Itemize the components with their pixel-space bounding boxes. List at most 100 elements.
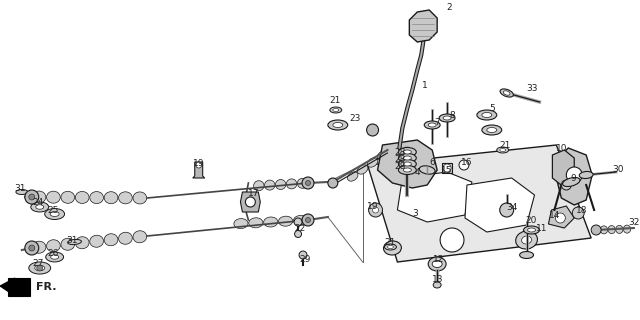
Text: 12: 12 <box>433 255 444 265</box>
Ellipse shape <box>249 218 263 228</box>
Text: 9: 9 <box>570 173 576 182</box>
Polygon shape <box>193 162 205 178</box>
Ellipse shape <box>563 178 580 187</box>
Text: 8: 8 <box>449 110 455 119</box>
Circle shape <box>459 160 469 170</box>
Circle shape <box>561 180 572 190</box>
Ellipse shape <box>500 89 513 97</box>
Text: 27: 27 <box>32 260 44 268</box>
Circle shape <box>372 207 378 213</box>
Ellipse shape <box>76 237 89 249</box>
Ellipse shape <box>35 265 45 271</box>
Ellipse shape <box>32 191 46 203</box>
Circle shape <box>245 197 255 207</box>
Polygon shape <box>367 145 591 262</box>
Ellipse shape <box>118 192 132 204</box>
Ellipse shape <box>419 166 435 174</box>
Circle shape <box>294 230 301 237</box>
Text: FR.: FR. <box>36 282 57 292</box>
Circle shape <box>566 167 582 183</box>
Ellipse shape <box>399 159 416 169</box>
Text: 1: 1 <box>422 81 428 90</box>
Polygon shape <box>548 206 574 228</box>
Ellipse shape <box>45 252 63 262</box>
Ellipse shape <box>424 121 440 129</box>
Ellipse shape <box>616 225 623 233</box>
Ellipse shape <box>287 179 297 189</box>
Polygon shape <box>8 278 30 296</box>
Text: 17: 17 <box>248 188 259 197</box>
Circle shape <box>29 194 35 200</box>
Circle shape <box>36 265 43 271</box>
Text: 16: 16 <box>461 157 473 166</box>
Ellipse shape <box>234 219 248 228</box>
Circle shape <box>369 203 383 217</box>
Polygon shape <box>442 163 452 173</box>
Ellipse shape <box>61 191 75 203</box>
Circle shape <box>29 245 35 251</box>
Ellipse shape <box>47 191 60 203</box>
Polygon shape <box>397 172 472 222</box>
Text: 34: 34 <box>506 203 517 212</box>
Text: 20: 20 <box>526 215 537 225</box>
Ellipse shape <box>264 217 278 227</box>
Text: 23: 23 <box>349 114 360 123</box>
Ellipse shape <box>399 165 416 174</box>
Ellipse shape <box>527 228 536 232</box>
Ellipse shape <box>118 232 132 244</box>
Ellipse shape <box>47 240 60 252</box>
Text: 28: 28 <box>395 162 406 171</box>
Text: 14: 14 <box>548 211 560 220</box>
Text: 32: 32 <box>628 218 639 227</box>
Ellipse shape <box>385 244 396 250</box>
Circle shape <box>328 178 338 188</box>
Ellipse shape <box>497 147 509 153</box>
Polygon shape <box>552 150 574 186</box>
Circle shape <box>367 124 378 136</box>
Ellipse shape <box>50 212 59 216</box>
Circle shape <box>299 251 307 259</box>
Ellipse shape <box>383 241 401 255</box>
Circle shape <box>302 214 314 226</box>
Text: 11: 11 <box>536 223 547 233</box>
Text: 21: 21 <box>385 237 396 246</box>
Circle shape <box>25 190 39 204</box>
Ellipse shape <box>387 245 394 249</box>
Ellipse shape <box>333 123 343 127</box>
Circle shape <box>572 207 584 219</box>
Text: 21: 21 <box>499 140 511 149</box>
Ellipse shape <box>504 91 510 95</box>
Ellipse shape <box>104 192 118 204</box>
Text: 22: 22 <box>294 223 306 233</box>
Text: 7: 7 <box>435 117 440 126</box>
Ellipse shape <box>623 225 630 233</box>
Circle shape <box>305 180 310 186</box>
Text: 31: 31 <box>67 236 78 244</box>
Ellipse shape <box>32 241 46 253</box>
Text: 6: 6 <box>429 157 435 166</box>
Ellipse shape <box>432 260 442 268</box>
Text: 28: 28 <box>395 148 406 156</box>
Ellipse shape <box>357 165 368 174</box>
Ellipse shape <box>264 180 275 190</box>
Ellipse shape <box>600 226 607 234</box>
Ellipse shape <box>133 192 147 204</box>
Ellipse shape <box>36 205 44 209</box>
Polygon shape <box>556 148 592 205</box>
Text: 30: 30 <box>612 164 624 173</box>
Ellipse shape <box>487 127 497 132</box>
Ellipse shape <box>403 168 412 172</box>
Circle shape <box>556 213 565 223</box>
Text: 5: 5 <box>489 103 495 113</box>
Ellipse shape <box>31 202 49 212</box>
Ellipse shape <box>377 151 388 160</box>
Ellipse shape <box>133 231 147 243</box>
Ellipse shape <box>275 180 286 189</box>
Ellipse shape <box>253 181 264 191</box>
Circle shape <box>443 164 451 172</box>
Circle shape <box>591 225 601 235</box>
Text: 3: 3 <box>412 209 418 218</box>
Ellipse shape <box>579 172 593 179</box>
Circle shape <box>196 162 202 168</box>
Ellipse shape <box>428 123 436 127</box>
